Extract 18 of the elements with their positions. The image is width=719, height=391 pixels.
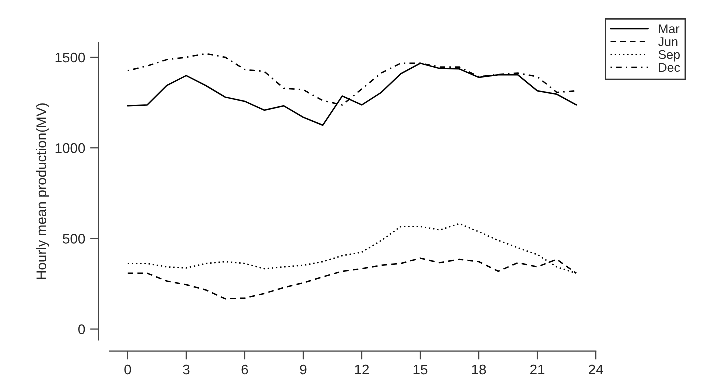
y-axis-title: Hourly mean production(MV) bbox=[36, 104, 50, 280]
y-tick-label: 1500 bbox=[56, 52, 86, 63]
legend-label: Sep bbox=[658, 50, 680, 62]
x-tick-label: 21 bbox=[530, 364, 545, 375]
legend-label: Mar bbox=[659, 24, 680, 34]
x-tick-label: 24 bbox=[589, 364, 604, 375]
legend-label: Dec bbox=[659, 63, 680, 72]
x-tick-label: 15 bbox=[414, 364, 428, 375]
x-tick-label: 0 bbox=[124, 364, 132, 375]
x-tick-label: 12 bbox=[355, 364, 370, 375]
x-tick-label: 6 bbox=[242, 364, 248, 375]
x-tick-label: 3 bbox=[183, 364, 190, 375]
x-tick-label: 18 bbox=[472, 364, 486, 375]
y-tick-label: 500 bbox=[63, 234, 86, 244]
legend-label: Jun bbox=[658, 38, 678, 46]
y-tick-label: 0 bbox=[78, 324, 86, 334]
y-tick-label: 1000 bbox=[56, 143, 86, 154]
x-tick-label: 9 bbox=[300, 364, 307, 375]
